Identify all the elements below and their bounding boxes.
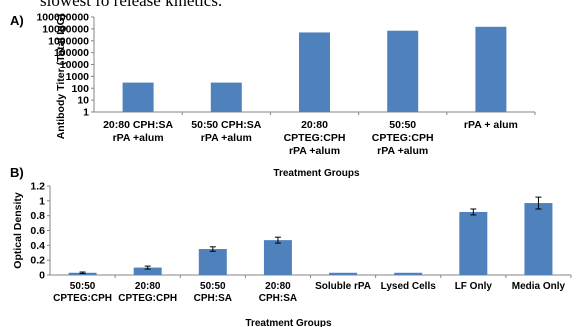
bar [329, 272, 358, 275]
bar [133, 267, 162, 275]
x-tick-label: 50:50 [200, 281, 226, 292]
y-tick-label: 10000 [60, 59, 89, 71]
x-axis-label: Treatment Groups [273, 168, 360, 179]
x-tick-label: 20:80 [265, 281, 291, 292]
y-axis-label: Antibody Titer (Total IgG) [55, 14, 67, 140]
y-tick-label: 1000000 [48, 35, 89, 47]
x-tick-label: 20:80 [135, 281, 161, 292]
y-tick-label: 1 [39, 195, 45, 207]
x-tick-label: rPA + alum [464, 119, 518, 131]
x-tick-label: Lysed Cells [381, 281, 437, 292]
x-tick-label: rPA +alum [289, 145, 340, 157]
x-tick-label: CPTEG:CPH [53, 293, 112, 304]
y-tick-label: 100000 [54, 47, 89, 59]
x-tick-label: CPH:SA [259, 293, 297, 304]
caption-fragment: slowest fo release kinetics. [40, 0, 223, 10]
x-tick-label: CPH:SA [194, 293, 232, 304]
y-tick-label: 0.8 [30, 210, 45, 222]
x-tick-label: LF Only [455, 281, 493, 292]
x-axis-label: Treatment Groups [245, 318, 332, 327]
bar [387, 30, 419, 112]
bar [524, 203, 553, 275]
bar [299, 32, 330, 112]
y-tick-label: 100000000 [36, 12, 89, 24]
y-tick-label: 0 [39, 270, 45, 282]
bar [394, 272, 423, 275]
bar [210, 82, 242, 112]
y-tick-label: 10000000 [42, 23, 89, 35]
y-tick-label: 1.2 [30, 181, 45, 193]
bar [263, 240, 292, 275]
x-tick-label: CPTEG:CPH [284, 132, 346, 144]
x-tick-label: CPTEG:CPH [372, 132, 434, 144]
x-tick-label: 20:80 [301, 119, 328, 131]
x-tick-label: 20:80 CPH:SA [103, 119, 173, 131]
x-tick-label: 50:50 CPH:SA [191, 119, 261, 131]
y-tick-label: 0.4 [30, 240, 45, 252]
y-tick-label: 0.6 [30, 225, 45, 237]
bar [475, 26, 507, 112]
y-tick-label: 10 [77, 95, 89, 107]
x-tick-label: 50:50 [70, 281, 96, 292]
x-tick-label: 50:50 [389, 119, 416, 131]
x-tick-label: rPA +alum [201, 132, 252, 144]
panel-a-label: A) [10, 13, 24, 28]
panel-b-label: B) [10, 165, 24, 180]
y-tick-label: 1000 [66, 71, 90, 83]
x-tick-label: rPA +alum [377, 145, 428, 157]
y-axis-label: Optical Density [12, 192, 24, 269]
y-tick-label: 0.2 [30, 255, 45, 267]
x-tick-label: Media Only [512, 281, 566, 292]
bar [459, 211, 488, 275]
y-tick-label: 100 [71, 83, 89, 95]
x-tick-label: CPTEG:CPH [118, 293, 177, 304]
bar [198, 249, 227, 275]
x-tick-label: Soluble rPA [315, 281, 371, 292]
x-tick-label: rPA +alum [113, 132, 164, 144]
y-tick-label: 1 [83, 107, 89, 119]
bar [122, 82, 154, 112]
